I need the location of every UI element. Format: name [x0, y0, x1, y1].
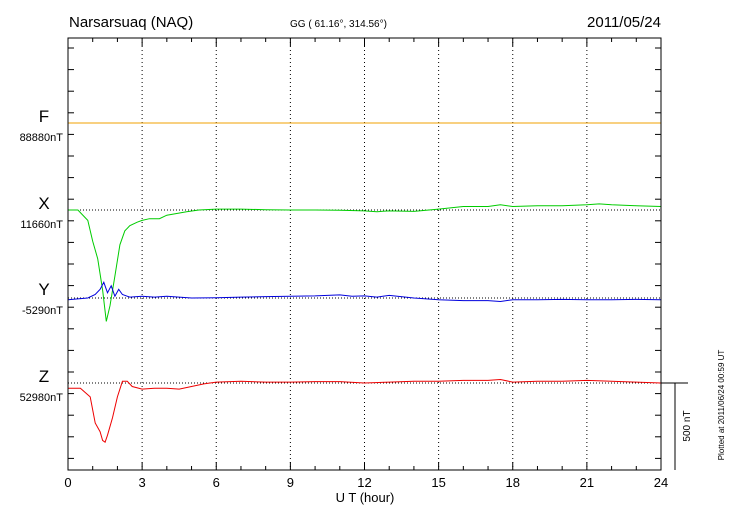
x-tick-label-24: 24 [654, 475, 668, 490]
x-tick-label-9: 9 [287, 475, 294, 490]
x-tick-label-15: 15 [431, 475, 445, 490]
series-labels: F 88880nT X 11660nT Y -5290nT Z 52980nT [20, 107, 64, 404]
series-name-X: X [38, 194, 49, 213]
series-line-X [68, 203, 662, 322]
x-axis-label: U T (hour) [336, 490, 395, 505]
x-tick-label-18: 18 [506, 475, 520, 490]
traces [67, 122, 662, 443]
series-baseline-Y: -5290nT [22, 305, 63, 317]
date-label: 2011/05/24 [587, 14, 661, 31]
grid [68, 38, 661, 470]
series-line-Z [68, 378, 662, 443]
series-baseline-F: 88880nT [20, 132, 64, 144]
series-baseline-X: 11660nT [20, 219, 63, 231]
scale-bar-label: 500 nT [682, 410, 693, 441]
station-title: Narsarsuaq (NAQ) [69, 14, 193, 31]
series-baseline-Z: 52980nT [20, 392, 64, 404]
x-tick-label-0: 0 [64, 475, 71, 490]
scale-bar: 500 nT [661, 382, 693, 470]
series-line-Y [67, 281, 662, 303]
x-tick-label-3: 3 [139, 475, 146, 490]
x-tick-label-6: 6 [213, 475, 220, 490]
plotted-timestamp: Plotted at 2011/06/24 00:59 UT [717, 350, 726, 461]
plot-frame [67, 37, 662, 471]
series-name-F: F [39, 107, 49, 126]
x-tick-label-12: 12 [357, 475, 371, 490]
station-coords: GG ( 61.16°, 314.56°) [290, 19, 387, 30]
axis-ticks: 0 3 6 9 12 15 18 21 24 [64, 38, 668, 490]
x-tick-label-21: 21 [580, 475, 594, 490]
series-name-Z: Z [39, 367, 49, 386]
series-name-Y: Y [38, 280, 49, 299]
